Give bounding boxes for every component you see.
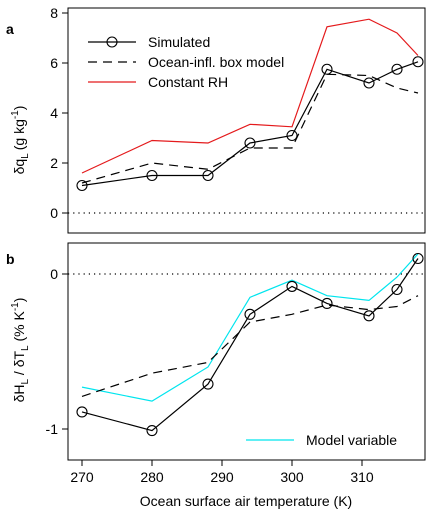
series-line-simulated — [81, 61, 419, 187]
series-line-simulated — [81, 258, 419, 432]
legend-label: Model variable — [306, 432, 397, 448]
legend-label: Simulated — [148, 34, 210, 50]
panel-b-y-axis: -1 0 — [46, 266, 68, 437]
series-line-ocean-infl-box-model — [81, 73, 419, 184]
data-point — [146, 169, 158, 182]
data-point — [363, 77, 375, 89]
x-tick-label: 310 — [350, 469, 374, 485]
series-line-constant-rh — [81, 18, 419, 174]
panel-b-legend: Model variable — [246, 432, 397, 448]
data-point — [321, 297, 333, 310]
x-tick-label: 290 — [210, 469, 234, 485]
y-tick-label: 0 — [50, 266, 58, 282]
y-tick-label: 6 — [50, 55, 58, 71]
y-tick-label: 8 — [50, 5, 58, 21]
data-point — [391, 63, 403, 75]
data-point — [286, 280, 298, 292]
data-point — [412, 56, 424, 68]
panel-a-letter: a — [6, 21, 14, 37]
panel-a-legend: Simulated Ocean-infl. box model Constant R… — [88, 34, 284, 90]
x-axis-title: Ocean surface air temperature (K) — [140, 493, 352, 509]
panel-a-ylabel: δqL(g kg-1) — [10, 106, 31, 175]
data-point — [76, 179, 88, 192]
y-tick-label: -1 — [46, 421, 59, 437]
data-point — [202, 378, 214, 390]
x-tick-label: 280 — [140, 469, 164, 485]
panel-b-series — [76, 252, 424, 437]
data-point — [146, 424, 158, 437]
data-point — [202, 169, 214, 182]
data-point — [412, 252, 424, 265]
data-point — [76, 406, 88, 418]
y-tick-label: 4 — [50, 105, 58, 121]
panel-a-y-axis: 0 2 4 6 8 — [50, 5, 68, 221]
panel-a-frame — [67, 7, 426, 234]
data-point — [244, 137, 256, 149]
panel-a-series — [76, 18, 424, 192]
x-tick-label: 270 — [70, 469, 94, 485]
data-point — [244, 308, 256, 320]
series-line-ocean-infl-box-model — [81, 295, 419, 397]
legend-marker — [106, 36, 118, 48]
legend-label: Ocean-infl. box model — [148, 54, 284, 70]
panel-b-frame — [67, 242, 426, 461]
panel-b-x-axis: 270 280 290 300 310 — [70, 460, 374, 485]
panel-b-ylabel: δHL / δTL (% K-1) — [10, 298, 31, 403]
data-point — [321, 63, 333, 75]
data-point — [286, 129, 298, 142]
y-tick-label: 0 — [50, 205, 58, 221]
x-tick-label: 300 — [280, 469, 304, 485]
panel-b-letter: b — [6, 251, 15, 267]
y-tick-label: 2 — [50, 155, 58, 171]
panel-b: b -1 0 270 280 290 300 310 Model variable δHL… — [6, 242, 426, 509]
data-point — [363, 310, 375, 322]
series-line-model-variable — [81, 253, 419, 402]
data-point — [391, 283, 403, 296]
legend-label: Constant RH — [148, 74, 228, 90]
panel-a: a 0 2 4 6 8 Simulated Ocean-infl. box model Co… — [6, 5, 426, 234]
